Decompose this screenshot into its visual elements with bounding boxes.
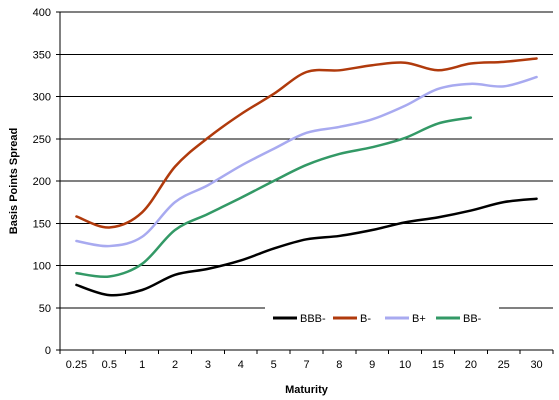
data-point-B+	[206, 183, 210, 187]
data-point-BB-	[403, 136, 407, 140]
data-point-B+	[239, 164, 243, 168]
series-layer	[74, 56, 539, 297]
grid-layer	[60, 11, 553, 309]
data-point-BB-	[206, 212, 210, 216]
y-tick-label: 150	[33, 218, 51, 230]
axes-layer: 0 50 100 150 200 250 300 350 400 0.25 0.5 1 2 3 4 5 7 8 9 1…	[33, 7, 554, 371]
x-tick-label: 2	[172, 359, 178, 371]
series-line-BBB-	[75, 197, 538, 297]
x-tick-label: 10	[399, 359, 411, 371]
y-tick-label: 350	[33, 49, 51, 61]
x-tick-label: 0.25	[66, 359, 87, 371]
x-tick-label: 0.5	[102, 359, 117, 371]
legend: BBB- B- B+ BB-	[265, 305, 499, 331]
x-tick-label: 15	[432, 359, 444, 371]
data-point-BB-	[173, 228, 177, 232]
y-tick-label: 250	[33, 134, 51, 146]
data-point-BBB-	[535, 197, 539, 201]
data-point-BBB-	[305, 237, 309, 241]
data-point-BBB-	[239, 258, 243, 262]
data-point-B-	[173, 165, 177, 169]
x-tick-label: 4	[238, 359, 244, 371]
data-point-B-	[272, 92, 276, 96]
x-tick-label: 25	[498, 359, 510, 371]
y-tick-label: 0	[45, 345, 51, 357]
x-tick-label: 9	[369, 359, 375, 371]
data-point-BB-	[370, 145, 374, 149]
y-tick-label: 300	[33, 92, 51, 104]
x-tick-label: 3	[205, 359, 211, 371]
data-point-BB-	[107, 274, 111, 278]
data-point-BB-	[469, 116, 473, 120]
data-point-BBB-	[107, 293, 111, 297]
series-line-BB-	[75, 116, 473, 279]
data-point-B+	[337, 125, 341, 129]
x-axis-title: Maturity	[285, 384, 329, 396]
x-tick-label: 8	[336, 359, 342, 371]
data-point-BBB-	[436, 215, 440, 219]
data-point-BBB-	[74, 283, 78, 287]
data-point-B+	[305, 131, 309, 135]
data-point-BBB-	[469, 209, 473, 213]
data-point-BBB-	[173, 273, 177, 277]
data-point-B-	[436, 68, 440, 72]
data-point-B+	[173, 200, 177, 204]
data-point-B+	[436, 87, 440, 91]
data-point-B-	[502, 60, 506, 64]
data-point-B+	[403, 104, 407, 108]
data-point-B+	[107, 244, 111, 248]
legend-label-B-: B-	[360, 313, 371, 325]
x-tick-label: 30	[530, 359, 542, 371]
data-point-B+	[502, 84, 506, 88]
data-point-B+	[370, 117, 374, 121]
data-point-BB-	[272, 179, 276, 183]
data-point-BBB-	[370, 228, 374, 232]
data-point-BBB-	[502, 200, 506, 204]
data-point-B-	[305, 70, 309, 74]
data-point-BBB-	[206, 267, 210, 271]
legend-label-B+: B+	[412, 313, 426, 325]
data-point-B+	[469, 82, 473, 86]
data-point-B+	[74, 239, 78, 243]
data-point-BBB-	[337, 234, 341, 238]
data-point-BBB-	[272, 247, 276, 251]
series-line-B+	[75, 75, 538, 248]
data-point-B-	[469, 62, 473, 66]
data-point-BB-	[305, 163, 309, 167]
data-point-B-	[370, 63, 374, 67]
data-point-B-	[403, 61, 407, 65]
data-point-BBB-	[403, 220, 407, 224]
data-point-B-	[535, 56, 539, 60]
data-point-BB-	[337, 152, 341, 156]
y-tick-label: 200	[33, 176, 51, 188]
data-point-BB-	[436, 122, 440, 126]
data-point-BB-	[140, 262, 144, 266]
y-tick-label: 400	[33, 7, 51, 19]
series-line-B-	[75, 57, 538, 229]
x-tick-label: 1	[139, 359, 145, 371]
x-tick-label: 7	[303, 359, 309, 371]
data-point-B-	[337, 68, 341, 72]
data-point-BB-	[239, 196, 243, 200]
x-tick-label: 5	[271, 359, 277, 371]
x-tick-label: 20	[465, 359, 477, 371]
data-point-BB-	[74, 271, 78, 275]
y-tick-label: 50	[39, 303, 51, 315]
data-point-B-	[206, 136, 210, 140]
data-point-B-	[239, 112, 243, 116]
data-point-B+	[272, 147, 276, 151]
data-point-B+	[535, 75, 539, 79]
legend-label-BBB-: BBB-	[300, 313, 326, 325]
data-point-B-	[74, 214, 78, 218]
y-axis-title: Basis Points Spread	[8, 128, 20, 234]
y-tick-label: 100	[33, 261, 51, 273]
data-point-B-	[107, 225, 111, 229]
data-point-BBB-	[140, 288, 144, 292]
data-point-B-	[140, 210, 144, 214]
data-point-B+	[140, 235, 144, 239]
legend-label-BB-: BB-	[463, 313, 482, 325]
